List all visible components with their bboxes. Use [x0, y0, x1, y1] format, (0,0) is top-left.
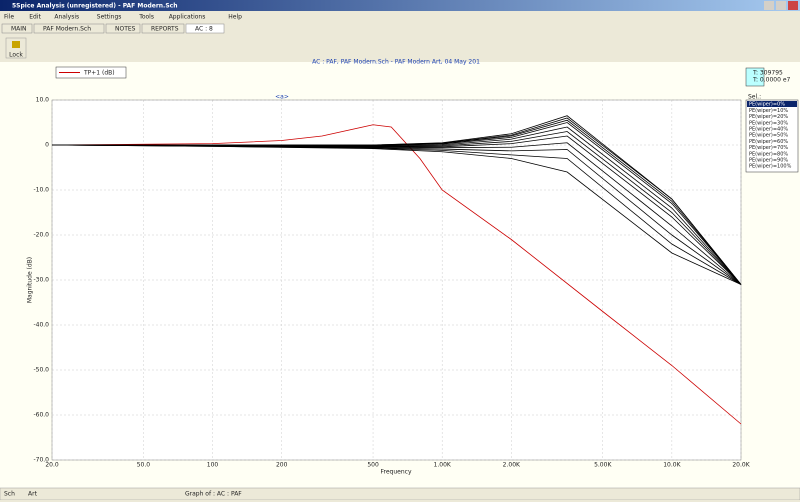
y-tick-label: -40.0 — [33, 322, 49, 329]
selected-row — [747, 101, 797, 107]
chart-title: AC : PAF, PAF Modern.Sch - PAF Modern Ar… — [312, 59, 480, 66]
series-line — [51, 144, 742, 285]
status-bar — [0, 487, 800, 501]
series-line — [51, 124, 742, 425]
toolbar-label[interactable]: Lock — [9, 52, 23, 59]
legend-label[interactable]: PE(wiper)=20% — [749, 114, 788, 120]
series-line — [51, 144, 742, 285]
selection-list[interactable] — [745, 99, 799, 173]
close-button[interactable] — [788, 1, 798, 10]
x-tick-label: 2.00K — [503, 462, 521, 469]
plot-frame — [51, 99, 742, 461]
legend-label[interactable]: PE(wiper)=10% — [749, 108, 788, 114]
status-item: Graph of : AC : PAF — [185, 491, 242, 498]
x-tick-label: 20.0K — [732, 462, 750, 469]
legend-box — [55, 66, 127, 79]
legend-label[interactable]: PE(wiper)=70% — [749, 145, 788, 151]
tab[interactable] — [141, 23, 185, 34]
tab[interactable] — [105, 23, 141, 34]
y-tick-label: -50.0 — [33, 367, 49, 374]
lock-icon — [12, 41, 20, 48]
y-tick-label: 0 — [45, 142, 49, 149]
legend-label[interactable]: PE(wiper)=80% — [749, 151, 788, 157]
legend-label[interactable]: PE(wiper)=50% — [749, 133, 788, 139]
x-tick-label: 1.00K — [434, 462, 452, 469]
y-tick-label: -60.0 — [33, 412, 49, 419]
legend-label[interactable]: PE(wiper)=30% — [749, 120, 788, 126]
series-line — [52, 126, 742, 285]
tab-label[interactable]: PAF Modern.Sch — [43, 26, 91, 33]
legend-label[interactable]: PE(wiper)=100% — [749, 164, 792, 170]
menu-item[interactable]: Applications — [169, 14, 206, 21]
y-tick-label: -10.0 — [33, 187, 49, 194]
legend-label[interactable]: PE(wiper)=60% — [749, 139, 788, 145]
tab-label[interactable]: NOTES — [115, 26, 136, 33]
menu-item[interactable]: Analysis — [54, 14, 79, 21]
status-item[interactable]: Sch — [4, 491, 15, 498]
menu-item[interactable]: File — [4, 14, 14, 21]
tab[interactable] — [1, 23, 33, 34]
y-tick-label: -30.0 — [33, 277, 49, 284]
x-tick-label: 100 — [207, 462, 219, 469]
x-tick-label: 500 — [367, 462, 379, 469]
tab[interactable] — [185, 23, 225, 34]
x-tick-label: 200 — [276, 462, 288, 469]
cursor-readout: T: 309795 — [752, 70, 783, 77]
window-title: 5Spice Analysis (unregistered) - PAF Mod… — [12, 3, 177, 10]
maximize-button[interactable] — [776, 1, 786, 10]
cursor-marker: <a> — [275, 94, 289, 101]
x-axis-label: Frequency — [381, 469, 412, 476]
legend-label: TP+1 (dB) — [83, 70, 115, 77]
tab-label[interactable]: REPORTS — [151, 26, 179, 33]
menu-item[interactable]: Settings — [97, 14, 122, 21]
menu-item[interactable]: Help — [228, 14, 242, 21]
y-tick-label: -70.0 — [33, 457, 49, 464]
title-bar — [0, 0, 800, 11]
selection-header: Sel.: — [748, 94, 761, 101]
legend-label[interactable]: PE(wiper)=0% — [749, 102, 785, 108]
x-tick-label: 5.00K — [594, 462, 612, 469]
y-tick-label: 10.0 — [36, 97, 50, 104]
x-tick-label: 20.0 — [45, 462, 59, 469]
legend-label[interactable]: PE(wiper)=40% — [749, 127, 788, 133]
tab[interactable] — [33, 23, 105, 34]
y-axis-label: Magnitude (dB) — [27, 257, 34, 303]
status-item[interactable]: Art — [28, 491, 38, 498]
legend-label[interactable]: PE(wiper)=90% — [749, 158, 788, 164]
series-line — [51, 135, 742, 285]
y-tick-label: -20.0 — [33, 232, 49, 239]
minimize-button[interactable] — [764, 1, 774, 10]
tab-label[interactable]: MAIN — [11, 26, 27, 33]
cursor-readout: T: 0.0000 e7 — [752, 77, 791, 84]
tab-label[interactable]: AC : 8 — [195, 26, 213, 33]
x-tick-label: 50.0 — [137, 462, 151, 469]
menu-item[interactable]: Edit — [29, 14, 41, 21]
cursor-box — [745, 67, 765, 87]
menu-item[interactable]: Tools — [138, 14, 154, 21]
x-tick-label: 10.0K — [663, 462, 681, 469]
